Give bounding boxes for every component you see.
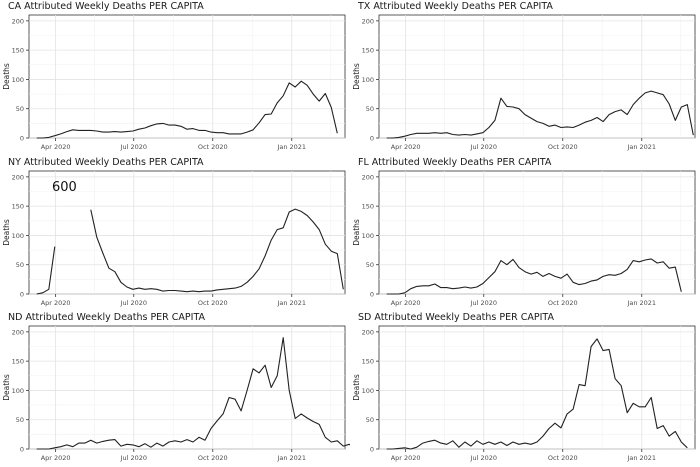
- plot-panel-border: [378, 325, 696, 450]
- plot-area: 0 50 100 150 200 Apr 2020 Jul 2020 Oct 2020 Jan …: [352, 325, 696, 462]
- y-axis-label: Deaths: [352, 63, 361, 90]
- y-axis-label: Deaths: [352, 374, 361, 401]
- x-tick-label: Apr 2020: [41, 143, 71, 151]
- x-tick-label: Oct 2020: [198, 299, 228, 307]
- x-tick-label: Apr 2020: [391, 454, 421, 462]
- y-axis-label: Deaths: [2, 374, 11, 401]
- y-tick-label: 150: [362, 203, 374, 211]
- y-tick-label: 100: [12, 387, 24, 395]
- annotation-label: 600: [52, 180, 77, 195]
- y-axis-label: Deaths: [352, 219, 361, 246]
- x-tick-label: Apr 2020: [391, 143, 421, 151]
- series-line: [386, 338, 688, 450]
- y-tick-label: 0: [370, 135, 374, 143]
- series-line: [36, 80, 338, 139]
- y-tick-label: 100: [362, 76, 374, 84]
- series-line: [36, 246, 56, 295]
- series-line: [386, 90, 694, 139]
- y-tick-label: 200: [12, 328, 24, 336]
- x-tick-label: Jan 2021: [626, 299, 656, 307]
- plot-panel-border: [378, 170, 696, 295]
- y-tick-label: 150: [362, 358, 374, 366]
- x-tick-label: Apr 2020: [41, 299, 71, 307]
- chart-title: SD Attributed Weekly Deaths PER CAPITA: [358, 312, 554, 323]
- x-tick-label: Oct 2020: [548, 454, 578, 462]
- panel-tx: TX Attributed Weekly Deaths PER CAPITA 0…: [350, 0, 700, 156]
- series-line: [36, 337, 350, 450]
- y-tick-label: 0: [20, 291, 24, 299]
- plot-area: 0 50 100 150 200 Apr 2020 Jul 2020 Oct 2020 Jan …: [2, 170, 346, 307]
- chart-title: TX Attributed Weekly Deaths PER CAPITA: [358, 1, 553, 12]
- panel-fl: FL Attributed Weekly Deaths PER CAPITA 0…: [350, 156, 700, 312]
- x-tick-label: Apr 2020: [41, 454, 71, 462]
- x-tick-label: Jan 2021: [626, 143, 656, 151]
- x-tick-label: Oct 2020: [198, 143, 228, 151]
- x-tick-label: Oct 2020: [548, 299, 578, 307]
- panel-nd: ND Attributed Weekly Deaths PER CAPITA 0…: [0, 311, 350, 467]
- y-tick-label: 50: [366, 261, 374, 269]
- y-tick-label: 0: [370, 291, 374, 299]
- plot-panel-border: [28, 14, 346, 139]
- x-tick-label: Oct 2020: [548, 143, 578, 151]
- y-tick-label: 0: [20, 446, 24, 454]
- plot-area: 0 50 100 150 200 Apr 2020 Jul 2020 Oct 2020 Jan …: [2, 14, 346, 151]
- y-tick-label: 150: [362, 47, 374, 55]
- y-tick-label: 150: [12, 47, 24, 55]
- y-tick-label: 100: [12, 76, 24, 84]
- panel-sd: SD Attributed Weekly Deaths PER CAPITA 0…: [350, 311, 700, 467]
- y-tick-label: 50: [16, 105, 24, 113]
- y-tick-label: 50: [16, 261, 24, 269]
- y-tick-label: 200: [362, 328, 374, 336]
- x-tick-label: Oct 2020: [198, 454, 228, 462]
- y-tick-label: 200: [362, 17, 374, 25]
- x-tick-label: Jan 2021: [276, 454, 306, 462]
- x-tick-label: Jul 2020: [470, 299, 497, 307]
- y-tick-label: 100: [12, 232, 24, 240]
- x-tick-label: Jan 2021: [626, 454, 656, 462]
- y-axis-label: Deaths: [2, 63, 11, 90]
- y-tick-label: 100: [362, 232, 374, 240]
- x-tick-label: Jul 2020: [120, 454, 147, 462]
- x-tick-label: Jul 2020: [120, 143, 147, 151]
- x-tick-label: Jan 2021: [276, 143, 306, 151]
- series-line: [386, 258, 682, 295]
- y-axis-label: Deaths: [2, 219, 11, 246]
- chart-title: ND Attributed Weekly Deaths PER CAPITA: [8, 312, 206, 323]
- x-tick-label: Apr 2020: [391, 299, 421, 307]
- y-tick-label: 50: [366, 105, 374, 113]
- plot-area: 0 50 100 150 200 Apr 2020 Jul 2020 Oct 2020 Jan …: [352, 170, 696, 307]
- x-tick-label: Jul 2020: [470, 143, 497, 151]
- x-tick-label: Jul 2020: [120, 299, 147, 307]
- y-tick-label: 200: [12, 17, 24, 25]
- chart-title: NY Attributed Weekly Deaths PER CAPITA: [8, 157, 204, 168]
- y-tick-label: 50: [366, 416, 374, 424]
- y-tick-label: 0: [370, 446, 374, 454]
- plot-area: 0 50 100 150 200 Apr 2020 Jul 2020 Oct 2020 Jan …: [352, 14, 696, 151]
- panel-ny: NY Attributed Weekly Deaths PER CAPITA 0…: [0, 156, 350, 312]
- chart-title: FL Attributed Weekly Deaths PER CAPITA: [358, 157, 552, 168]
- y-tick-label: 200: [362, 173, 374, 181]
- plot-panel-border: [28, 325, 346, 450]
- y-tick-label: 200: [12, 173, 24, 181]
- series-line: [90, 208, 344, 293]
- y-tick-label: 50: [16, 416, 24, 424]
- plot-panel-border: [378, 14, 696, 139]
- y-tick-label: 150: [12, 203, 24, 211]
- x-tick-label: Jan 2021: [276, 299, 306, 307]
- x-tick-label: Jul 2020: [470, 454, 497, 462]
- chart-title: CA Attributed Weekly Deaths PER CAPITA: [8, 1, 204, 12]
- panel-ca: CA Attributed Weekly Deaths PER CAPITA 0…: [0, 0, 350, 156]
- y-tick-label: 150: [12, 358, 24, 366]
- plot-area: 0 50 100 150 200 Apr 2020 Jul 2020 Oct 2020 Jan …: [2, 325, 350, 462]
- y-tick-label: 0: [20, 135, 24, 143]
- y-tick-label: 100: [362, 387, 374, 395]
